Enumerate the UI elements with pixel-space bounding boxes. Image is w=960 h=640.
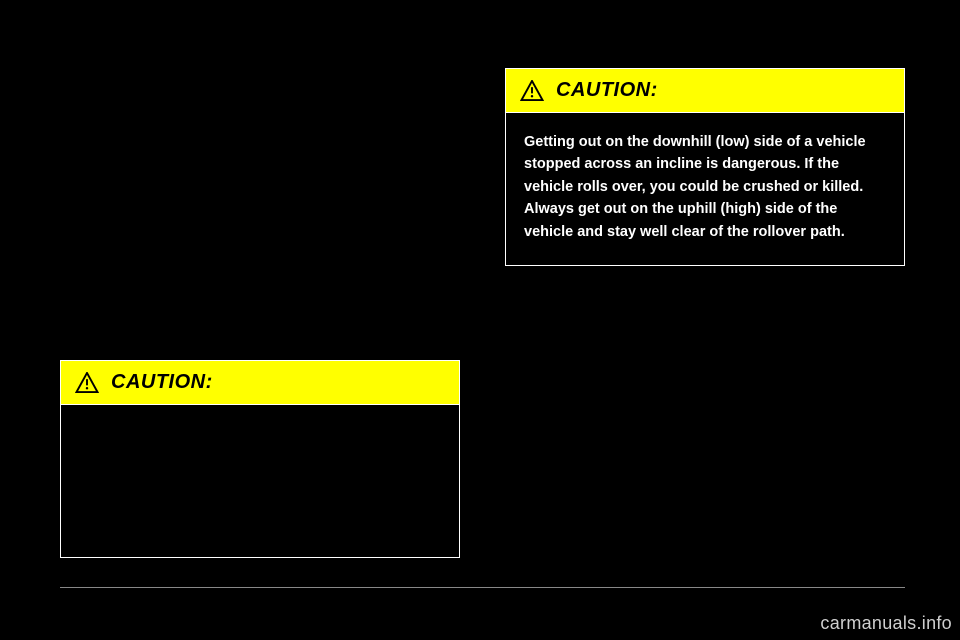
page-root: CAUTION: Getting out on the downhill (lo… [0, 0, 960, 640]
left-column: CAUTION: When you're driving off-road, b… [60, 40, 460, 558]
caution-text: Getting out on the downhill (low) side o… [524, 131, 886, 243]
right-column: CAUTION: Getting out on the downhill (lo… [505, 50, 905, 266]
caution-body-left: When you're driving off-road, bouncing a… [61, 405, 459, 557]
caution-title-left: CAUTION: [111, 371, 213, 394]
warning-triangle-icon [75, 372, 99, 393]
caution-header-left: CAUTION: [61, 361, 459, 405]
caution-header-right: CAUTION: [506, 69, 904, 113]
watermark: carmanuals.info [820, 613, 952, 634]
warning-triangle-icon [520, 80, 544, 101]
footer-divider [60, 587, 905, 588]
caution-box-right: CAUTION: Getting out on the downhill (lo… [505, 68, 905, 266]
caution-body-right: Getting out on the downhill (low) side o… [506, 113, 904, 265]
caution-title-right: CAUTION: [556, 79, 658, 102]
caution-box-left: CAUTION: When you're driving off-road, b… [60, 360, 460, 558]
